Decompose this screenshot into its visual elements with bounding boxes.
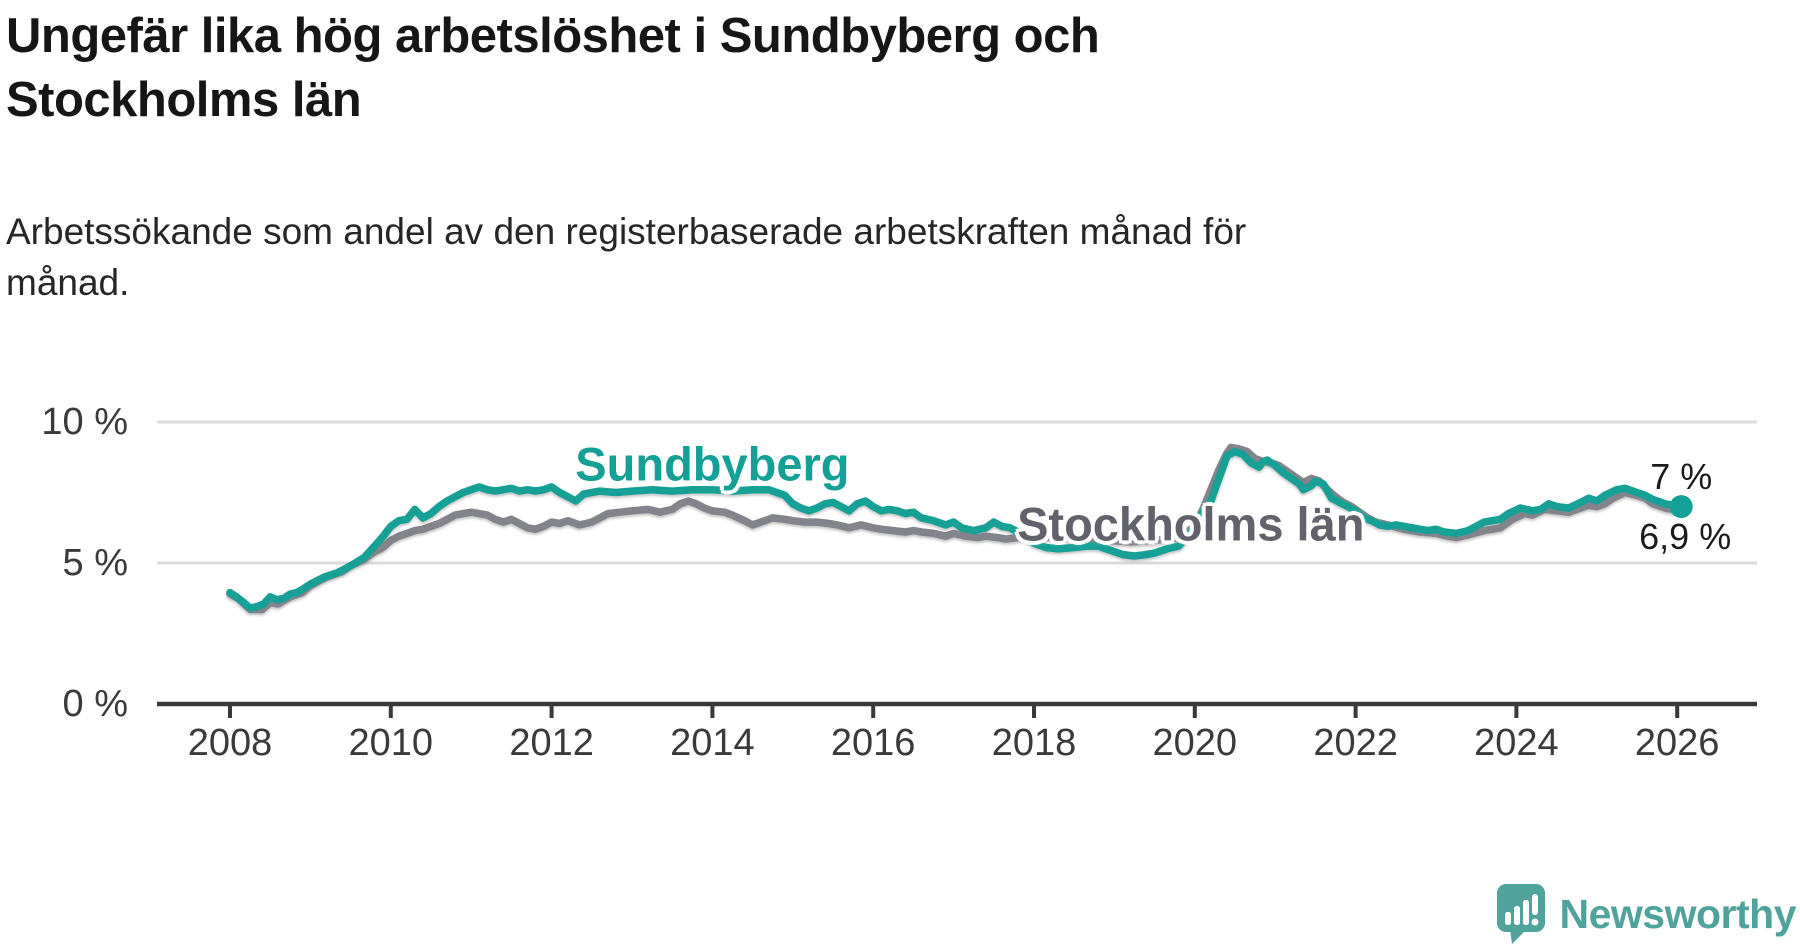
series-label-sundbyberg: Sundbyberg (575, 437, 850, 491)
y-axis-label: 10 % (41, 401, 128, 443)
x-axis-label: 2022 (1313, 722, 1398, 764)
series-end-dot (1669, 495, 1693, 519)
y-axis-label: 0 % (62, 683, 128, 725)
x-axis-label: 2020 (1152, 722, 1238, 764)
series-label-stockholms-l-n: Stockholms län (1017, 497, 1365, 551)
page-title-line1: Ungefär lika hög arbetslöshet i Sundbybe… (6, 9, 1100, 63)
end-value-label: 7 % (1650, 455, 1713, 497)
x-axis-label: 2014 (670, 722, 755, 764)
page-title: Ungefär lika hög arbetslöshet i Sundbybe… (6, 4, 1100, 132)
page-subtitle-line1: Arbetssökande som andel av den registerb… (6, 211, 1247, 252)
x-axis-label: 2024 (1474, 722, 1559, 764)
x-axis-label: 2008 (187, 722, 273, 764)
page-subtitle-line2: månad. (6, 262, 130, 303)
page-subtitle: Arbetssökande som andel av den registerb… (6, 206, 1246, 308)
x-axis-label: 2016 (830, 722, 916, 764)
newsworthy-logo-icon (1496, 884, 1545, 944)
x-axis-label: 2010 (348, 722, 434, 764)
newsworthy-logo: Newsworthy (1496, 883, 1797, 945)
series-line-sundbyberg (226, 447, 1685, 612)
end-value-label: 6,9 % (1639, 516, 1732, 558)
x-axis-label: 2026 (1634, 722, 1720, 764)
page-title-line2: Stockholms län (6, 73, 362, 127)
x-axis-label: 2012 (509, 722, 594, 764)
x-axis-label: 2018 (991, 722, 1077, 764)
y-axis-label: 5 % (62, 542, 128, 584)
series-line-stockholms-l-n (226, 443, 1677, 614)
newsworthy-logo-text: Newsworthy (1559, 890, 1797, 937)
